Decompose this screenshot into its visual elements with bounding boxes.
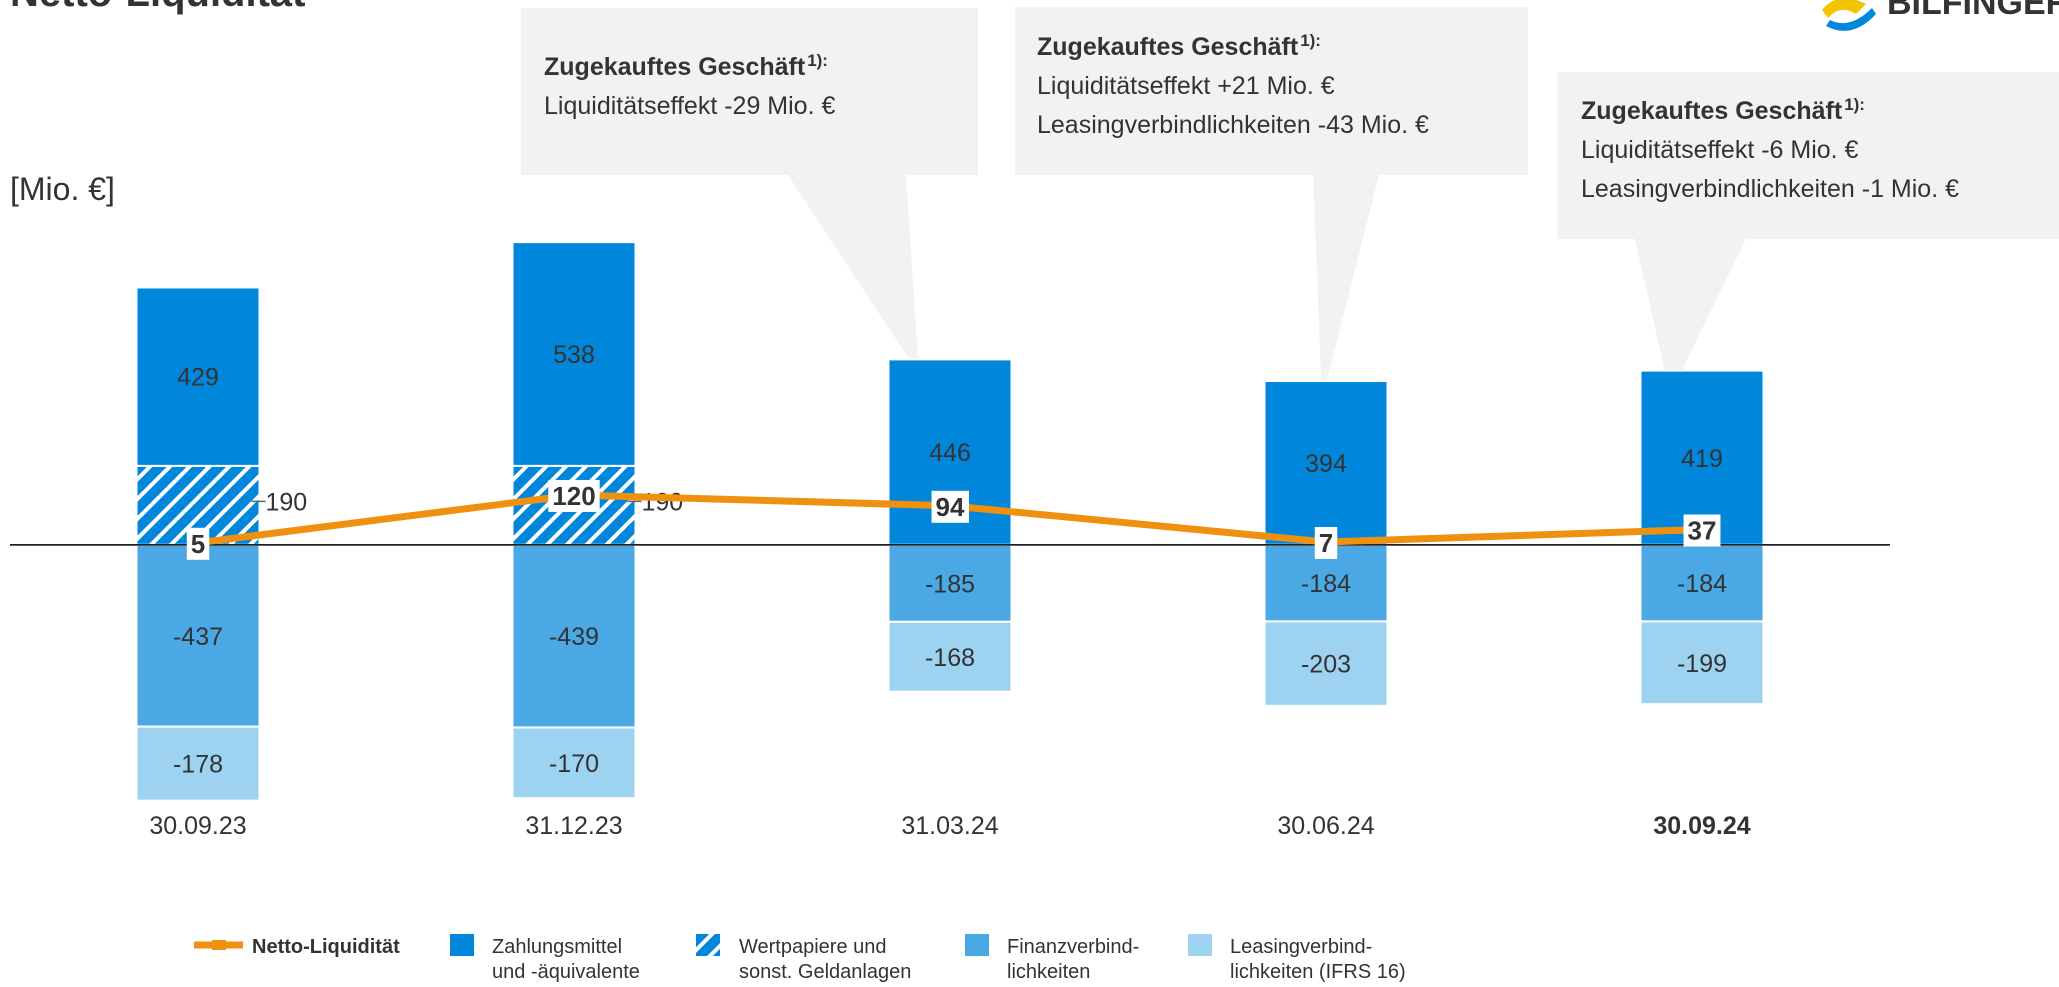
value-label: -185 <box>925 570 975 598</box>
bar-segment <box>1639 543 1765 623</box>
line-value-label: 94 <box>936 492 965 522</box>
bar-segment <box>135 286 261 467</box>
value-label: -437 <box>173 623 223 651</box>
callout: Zugekauftes Geschäft 1): Liquiditätseffekt… <box>1557 72 2059 394</box>
callout-box <box>521 8 978 175</box>
callout-box <box>1015 7 1528 175</box>
bar-segment <box>511 543 637 729</box>
legend-swatch <box>450 934 474 956</box>
value-label: -170 <box>549 750 599 778</box>
callout-line: Liquiditätseffekt +21 Mio. € <box>1037 72 1335 100</box>
callout-note: 1): <box>1844 95 1865 114</box>
callout-title: Zugekauftes Geschäft <box>544 53 806 81</box>
callout-line: Leasingverbindlichkeiten -43 Mio. € <box>1037 111 1429 139</box>
callout-pointer <box>1313 175 1379 400</box>
unit-label: [Mio. €] <box>10 171 115 207</box>
value-label: -178 <box>173 751 223 779</box>
value-label: -168 <box>925 644 975 672</box>
legend-swatch <box>965 934 989 956</box>
legend-label: Finanzverbind-lichkeiten <box>1007 936 1139 983</box>
logo-text: BILFINGER <box>1887 0 2059 22</box>
logo: BILFINGER <box>1822 0 2059 31</box>
legend-swatch <box>1188 934 1212 956</box>
callout-title: Zugekauftes Geschäft <box>1581 97 1843 125</box>
bar-segment <box>511 241 637 467</box>
line-value-label: 5 <box>191 529 205 559</box>
page-title: Netto-Liquidität <box>10 0 306 15</box>
callout-line: Leasingverbindlichkeiten -1 Mio. € <box>1581 175 1959 203</box>
line-value-box <box>186 527 210 560</box>
callout-pointer <box>1635 239 1746 394</box>
callout-note: 1): <box>1300 31 1321 50</box>
bar-segment <box>511 726 637 800</box>
legend-line-marker <box>212 940 226 950</box>
x-tick-label: 31.03.24 <box>901 812 998 840</box>
callout-line: Liquiditätseffekt -6 Mio. € <box>1581 136 1859 164</box>
legend-label: Zahlungsmittel und -äquivalente <box>492 936 640 983</box>
legend-label: Netto-Liquidität <box>252 936 400 958</box>
value-label: 419 <box>1681 445 1723 473</box>
x-tick-label: 30.09.24 <box>1653 812 1750 840</box>
line-value-box <box>1683 514 1721 547</box>
legend-label: Leasingverbind-lichkeiten (IFRS 16) <box>1230 936 1406 983</box>
value-label: 190 <box>642 488 684 516</box>
value-label: -439 <box>549 623 599 651</box>
callout: Zugekauftes Geschäft 1): Liquiditätseffekt… <box>521 8 978 374</box>
callout: Zugekauftes Geschäft 1): Liquiditätseffekt… <box>1015 7 1528 400</box>
value-label: 538 <box>553 341 595 369</box>
value-label: 446 <box>929 439 971 467</box>
legend-label: Wertpapiere und sonst. Geldanlagen <box>739 936 911 983</box>
value-label: -184 <box>1301 570 1351 598</box>
x-tick-label: 30.06.24 <box>1277 812 1374 840</box>
bar-segment <box>135 725 261 802</box>
line-value-box <box>931 490 969 523</box>
bar-segment <box>887 620 1013 693</box>
line-value-label: 37 <box>1688 515 1717 545</box>
legend-swatch <box>696 934 720 956</box>
value-label: -199 <box>1677 650 1727 678</box>
callout-line: Liquiditätseffekt -29 Mio. € <box>544 92 835 120</box>
line-value-box <box>1314 526 1338 559</box>
callout-pointer <box>788 175 919 374</box>
line-value-label: 120 <box>552 481 595 511</box>
bar-segment <box>1639 620 1765 706</box>
logo-icon <box>1822 0 1866 18</box>
x-tick-label: 30.09.23 <box>149 812 246 840</box>
value-label: 429 <box>177 364 219 392</box>
logo-icon <box>1826 8 1876 31</box>
line-value-label: 7 <box>1319 528 1333 558</box>
value-label: 394 <box>1305 450 1347 478</box>
x-tick-label: 31.12.23 <box>525 812 622 840</box>
value-label: 190 <box>266 488 308 516</box>
value-label: -184 <box>1677 570 1727 598</box>
bar-segment <box>1263 620 1389 707</box>
callout-box <box>1557 72 2059 239</box>
value-label: -203 <box>1301 651 1351 679</box>
callout-note: 1): <box>807 51 828 70</box>
line-value-box <box>548 479 600 512</box>
bar-segment <box>1263 380 1389 546</box>
callout-title: Zugekauftes Geschäft <box>1037 33 1299 61</box>
